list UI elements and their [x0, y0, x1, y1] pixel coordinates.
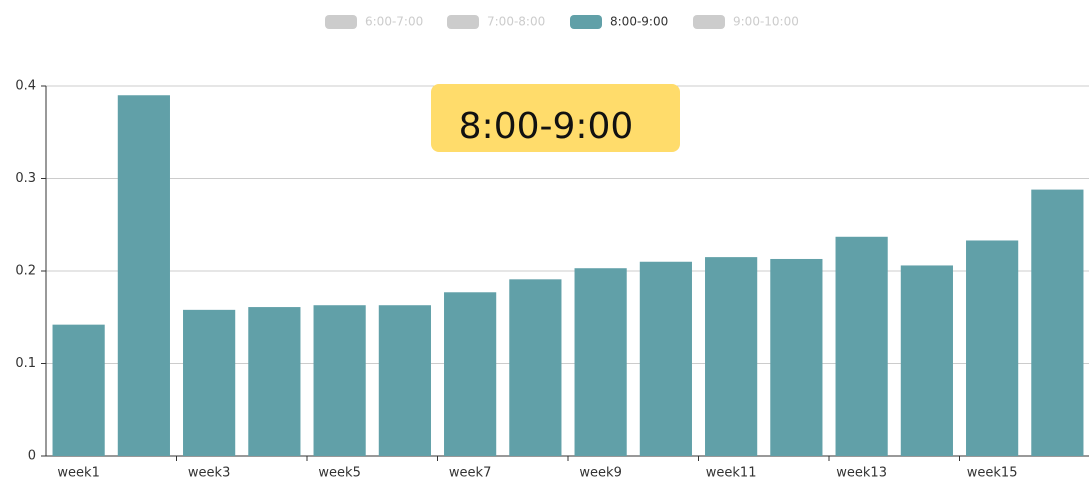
x-tick-label: week3	[188, 466, 230, 481]
bar	[52, 324, 105, 456]
x-tick-label: week11	[706, 466, 757, 481]
x-tick-label: week5	[318, 466, 360, 481]
y-tick-label: 0.1	[15, 356, 36, 371]
legend-label[interactable]: 7:00-8:00	[487, 15, 545, 29]
x-tick-label: week9	[579, 466, 621, 481]
legend-swatch[interactable]	[447, 15, 479, 29]
bar	[966, 240, 1019, 456]
y-tick-label: 0.2	[15, 264, 36, 279]
tooltip-text: 8:00-9:00	[459, 106, 634, 147]
x-tick-label: week15	[967, 466, 1018, 481]
bar	[900, 265, 953, 456]
bar	[378, 305, 431, 456]
legend-swatch[interactable]	[570, 15, 602, 29]
bar	[183, 309, 236, 456]
x-tick-label: week1	[57, 466, 99, 481]
bar	[770, 258, 823, 456]
y-tick-label: 0	[28, 449, 36, 464]
tooltip: 8:00-9:00	[431, 84, 680, 152]
bar	[705, 257, 758, 456]
bar	[835, 236, 888, 456]
legend-swatch[interactable]	[693, 15, 725, 29]
bar	[117, 95, 170, 456]
legend-swatch[interactable]	[325, 15, 357, 29]
legend-label[interactable]: 9:00-10:00	[733, 15, 799, 29]
legend-label[interactable]: 8:00-9:00	[610, 15, 668, 29]
x-tick-label: week13	[836, 466, 887, 481]
bar	[574, 268, 627, 456]
x-tick-label: week7	[449, 466, 491, 481]
y-tick-label: 0.3	[15, 171, 36, 186]
bar	[639, 261, 692, 456]
bar	[1031, 189, 1084, 456]
bar	[509, 279, 562, 456]
legend-label[interactable]: 6:00-7:00	[365, 15, 423, 29]
bar	[248, 307, 301, 456]
tooltip-box	[431, 84, 680, 152]
bar	[444, 292, 497, 456]
bar	[313, 305, 366, 456]
y-tick-label: 0.4	[15, 79, 36, 94]
